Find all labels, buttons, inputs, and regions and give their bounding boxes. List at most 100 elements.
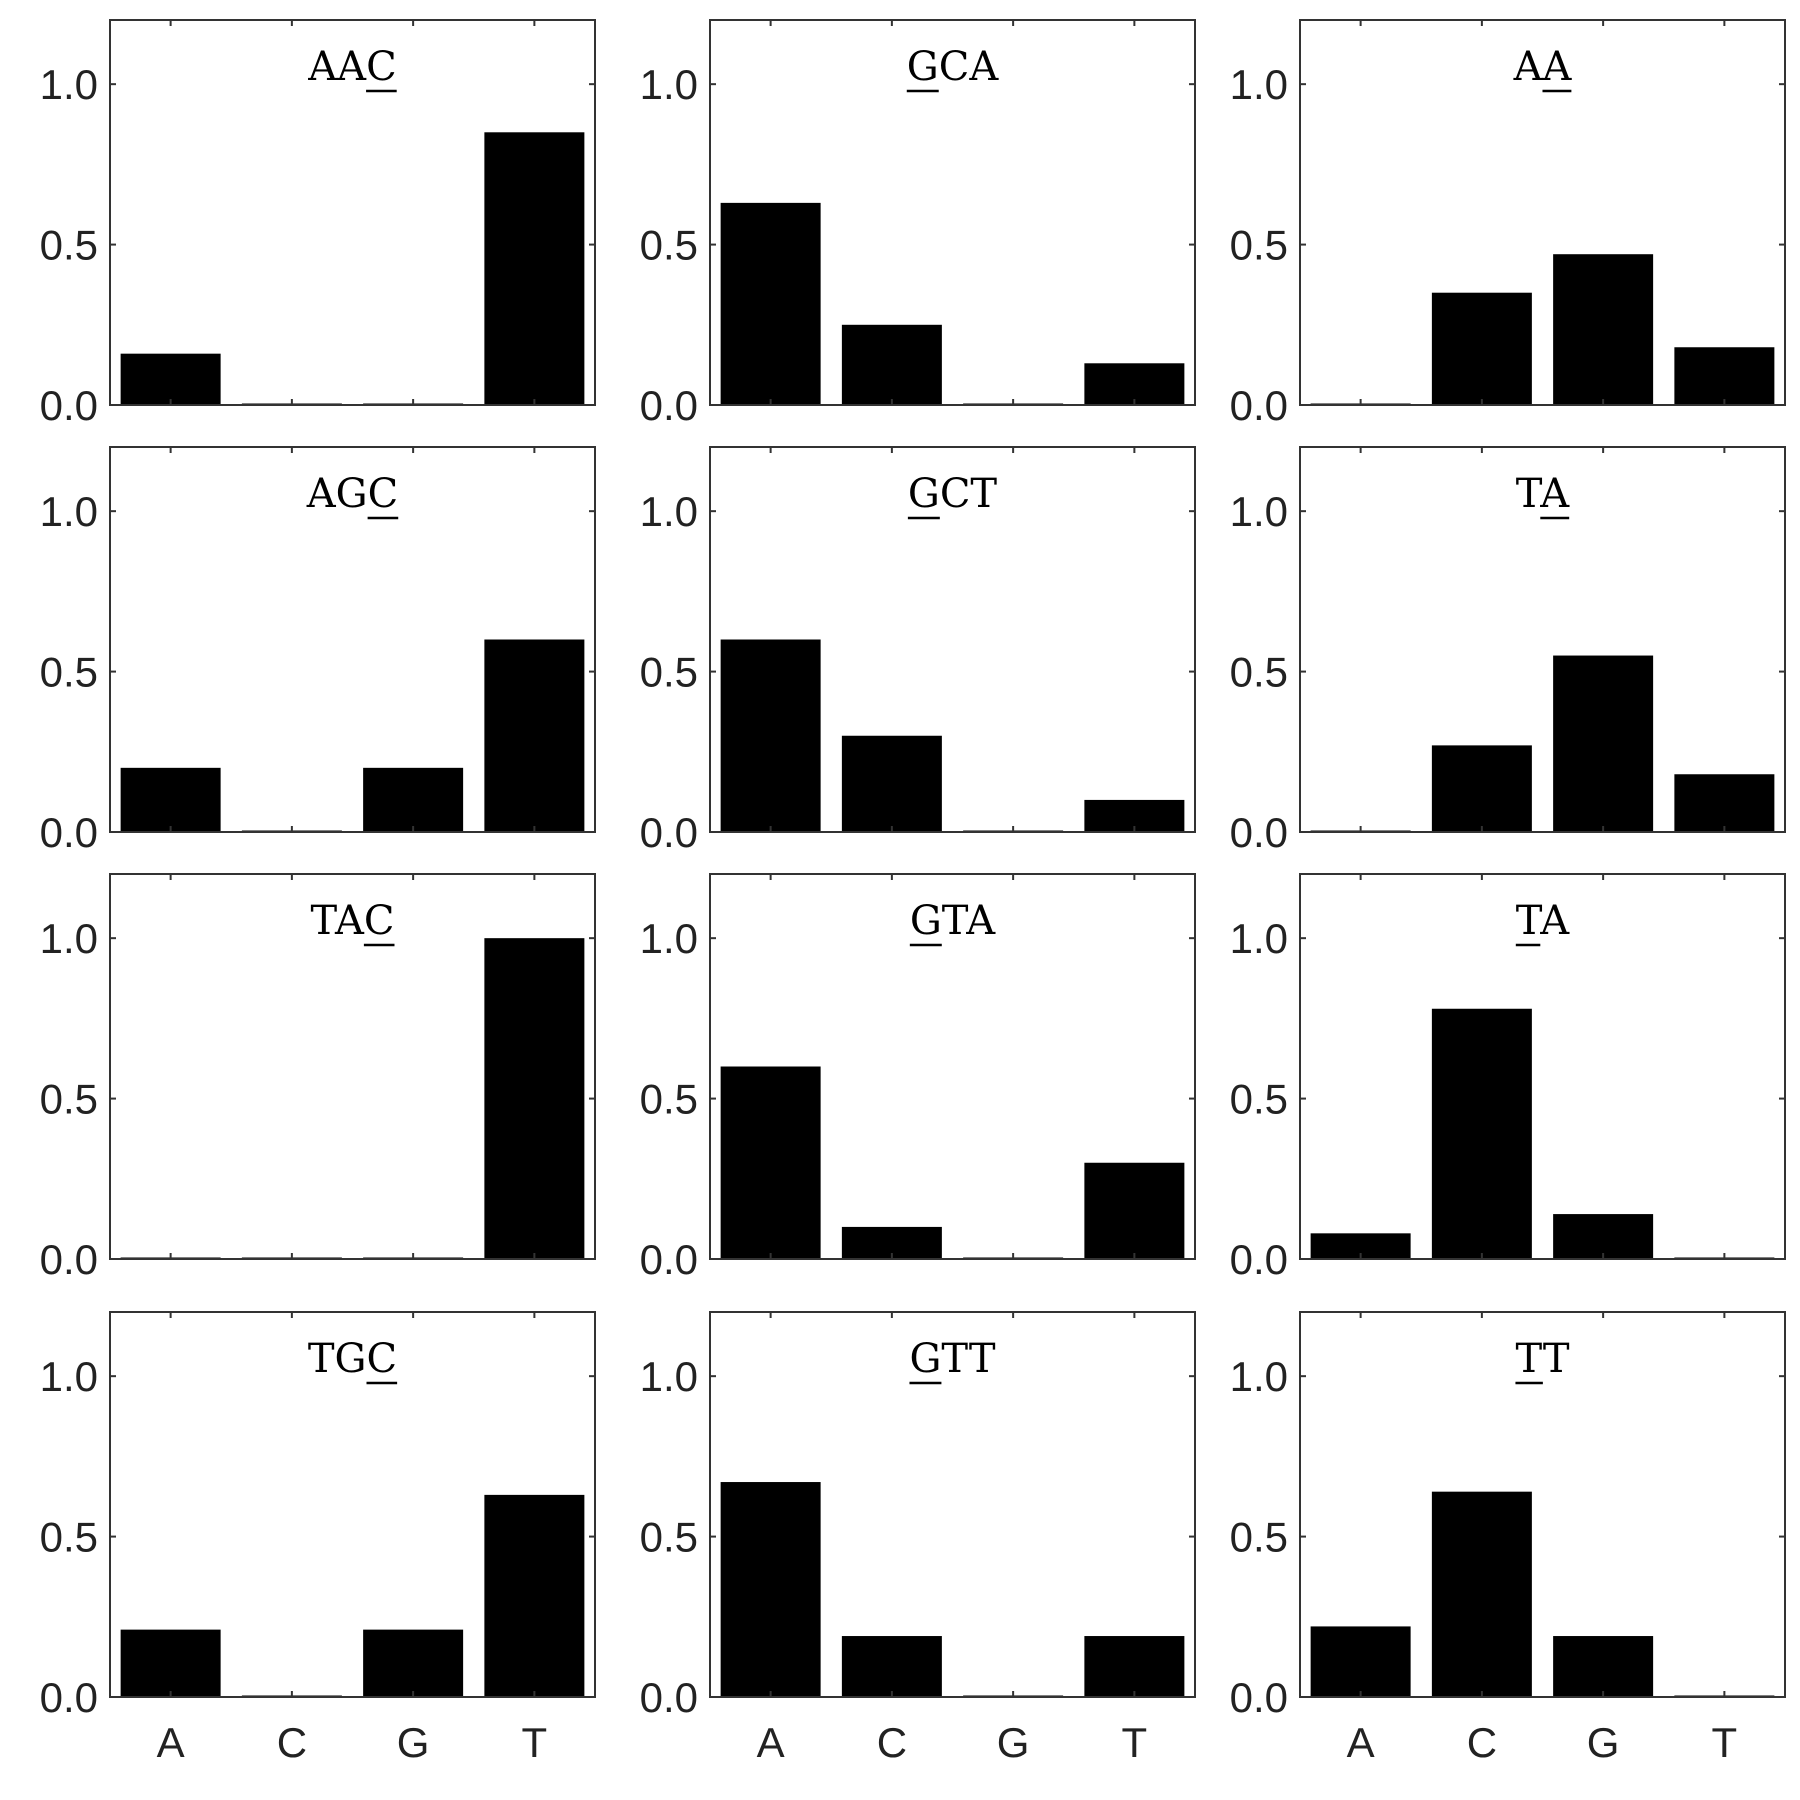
ytick-label: 0.0 [40, 809, 98, 856]
panel-title: AA [1513, 44, 1573, 90]
xtick-label: T [1712, 1719, 1738, 1766]
ytick-label: 1.0 [40, 1353, 98, 1400]
ytick-label: 0.0 [1230, 809, 1288, 856]
bar-C [1431, 745, 1532, 832]
panel-title: GCA [907, 44, 1000, 90]
ytick-label: 0.0 [40, 1674, 98, 1721]
panel-title: AAC [307, 44, 396, 90]
ytick-label: 0.0 [40, 382, 98, 429]
ytick-label: 1.0 [640, 915, 698, 962]
ytick-label: 0.5 [1230, 222, 1288, 269]
panel-title: TGC [308, 1336, 397, 1382]
ytick-label: 1.0 [640, 61, 698, 108]
ytick-label: 0.0 [1230, 382, 1288, 429]
bar-T [1084, 1636, 1185, 1697]
xtick-label: A [757, 1719, 785, 1766]
ytick-label: 0.5 [40, 222, 98, 269]
panel-title: GTT [909, 1336, 995, 1382]
axes-frame [1299, 1311, 1786, 1698]
panel-5: 0.0 0.5 1.0 GCT [640, 446, 1196, 856]
xtick-label: T [522, 1719, 548, 1766]
bar-G [1553, 1214, 1654, 1259]
ytick-label: 1.0 [40, 488, 98, 535]
panel-3: 0.0 0.5 1.0 AA [1230, 19, 1786, 429]
ytick-label: 0.0 [640, 382, 698, 429]
xtick-label: G [997, 1719, 1030, 1766]
bar-T [1084, 1162, 1185, 1259]
panel-title: GTA [910, 898, 996, 944]
xtick-label: A [157, 1719, 185, 1766]
axes-frame [709, 873, 1196, 1260]
xtick-label: C [1467, 1719, 1497, 1766]
bar-T [1674, 774, 1775, 832]
axes-frame [109, 19, 596, 406]
bar-C [1431, 292, 1532, 405]
axes-frame [109, 873, 596, 1260]
panel-title: TA [1516, 471, 1570, 517]
ytick-label: 0.5 [1230, 1514, 1288, 1561]
ytick-label: 0.5 [1230, 1076, 1288, 1123]
panel-9: 0.0 0.5 1.0 TA [1230, 873, 1786, 1283]
axes-frame [709, 1311, 1196, 1698]
ytick-label: 1.0 [40, 915, 98, 962]
ytick-label: 0.0 [640, 809, 698, 856]
panel-10: 0.0 0.5 1.0 A C G T TGC [40, 1311, 596, 1766]
panel-7: 0.0 0.5 1.0 TAC [40, 873, 596, 1283]
axes-frame [109, 446, 596, 833]
bar-C [841, 735, 942, 832]
xtick-label: G [1587, 1719, 1620, 1766]
bar-G [1553, 254, 1654, 405]
ytick-label: 0.0 [1230, 1674, 1288, 1721]
bar-T [484, 639, 585, 832]
panel-12: 0.00.51.0A C G TTT [1230, 1311, 1786, 1766]
panel-title: TA [1516, 898, 1570, 944]
axes-frame [709, 19, 1196, 406]
bar-G [363, 767, 464, 832]
bar-T [1674, 347, 1775, 405]
ytick-label: 0.5 [640, 1514, 698, 1561]
ytick-label: 0.0 [640, 1674, 698, 1721]
bar-T [1084, 363, 1185, 405]
bar-A [1310, 1626, 1411, 1697]
panel-title: GCT [908, 471, 998, 517]
bar-C [841, 324, 942, 405]
bar-A [720, 639, 821, 832]
bar-G [363, 1629, 464, 1697]
panel-11: 0.0 0.5 1.0 A C G T GTT [640, 1311, 1196, 1766]
panel-2: 0.0 0.5 1.0 GCA [640, 19, 1196, 429]
ytick-label: 0.5 [1230, 649, 1288, 696]
ytick-label: 0.0 [40, 1236, 98, 1283]
ytick-label: 1.0 [1230, 488, 1288, 535]
panel-4: 0.0 0.5 1.0 AGC [40, 446, 596, 856]
ytick-label: 0.5 [640, 222, 698, 269]
ytick-label: 0.0 [1230, 1236, 1288, 1283]
ytick-label: 0.0 [640, 1236, 698, 1283]
ytick-label: 1.0 [40, 61, 98, 108]
panel-6: 0.0 0.5 1.0 TA [1230, 446, 1786, 856]
ytick-label: 1.0 [1230, 915, 1288, 962]
panel-title: TT [1515, 1336, 1569, 1382]
bar-G [1553, 1636, 1654, 1697]
ytick-label: 0.5 [640, 649, 698, 696]
ytick-label: 0.5 [40, 1514, 98, 1561]
bar-T [484, 132, 585, 405]
bar-A [120, 353, 221, 405]
bar-A [720, 1066, 821, 1259]
xtick-label: C [877, 1719, 907, 1766]
ytick-label: 1.0 [1230, 1353, 1288, 1400]
bar-T [484, 938, 585, 1259]
axes-frame [1299, 19, 1786, 406]
panel-title: TAC [311, 898, 395, 944]
bar-T [484, 1494, 585, 1697]
axes-frame [1299, 446, 1786, 833]
panel-8: 0.0 0.5 1.0 GTA [640, 873, 1196, 1283]
ytick-label: 0.5 [40, 1076, 98, 1123]
ytick-label: 0.5 [40, 649, 98, 696]
axes-frame [1299, 873, 1786, 1260]
ytick-label: 1.0 [1230, 61, 1288, 108]
bar-C [841, 1636, 942, 1697]
xtick-label: T [1122, 1719, 1148, 1766]
panel-1: 0.0 0.5 1.0 AAC [40, 19, 596, 429]
ytick-label: 0.5 [640, 1076, 698, 1123]
